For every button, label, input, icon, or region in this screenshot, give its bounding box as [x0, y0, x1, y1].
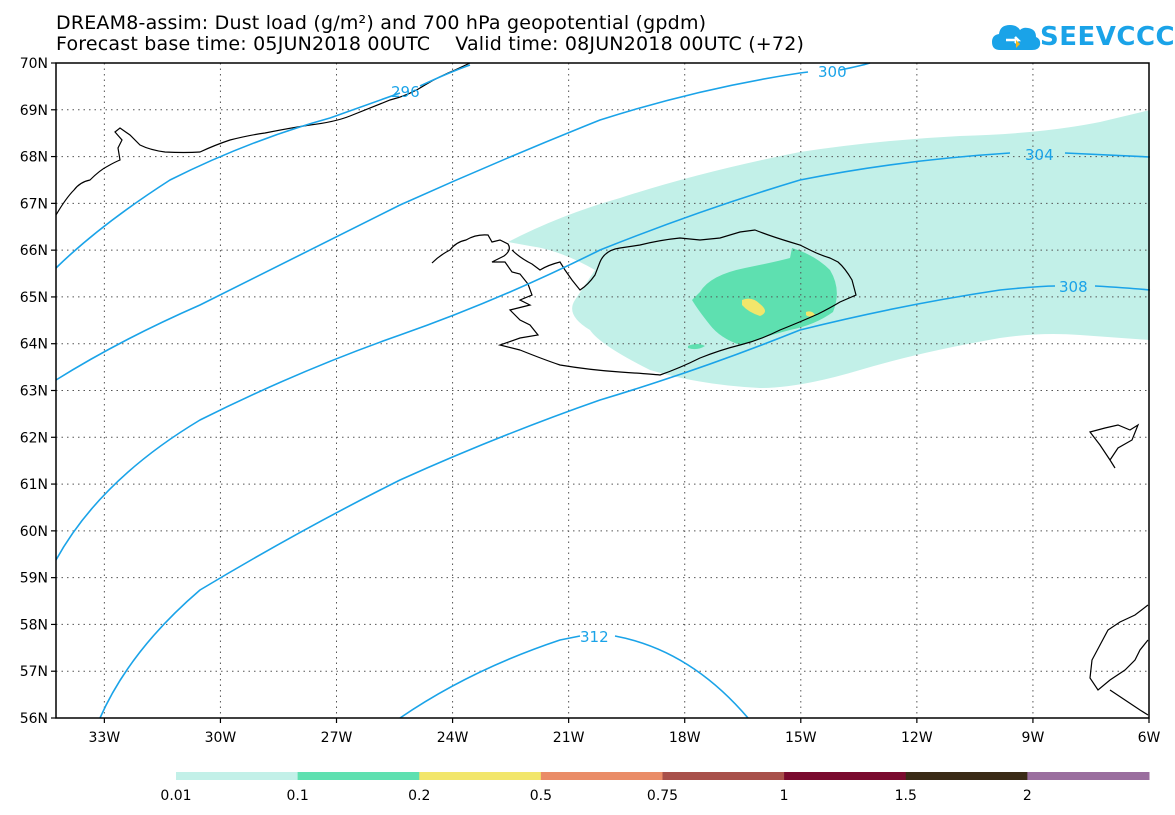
lat-label: 62N [20, 430, 48, 446]
lon-label: 30W [205, 730, 237, 746]
lon-label: 21W [553, 730, 585, 746]
lat-label: 67N [20, 196, 48, 212]
contour-304 [55, 152, 1151, 561]
lon-label: 33W [89, 730, 121, 746]
contour-labels: 296 300 304 308 312 [391, 63, 1088, 646]
cloud-icon [992, 25, 1041, 50]
legend-swatch [662, 772, 785, 780]
legend-label: 0.2 [408, 788, 430, 804]
coastline-scotland-south [1109, 689, 1149, 716]
legend-label: 1 [780, 788, 789, 804]
dust-area-low [508, 110, 1150, 388]
logo-text: SEEVCCC [1040, 22, 1175, 52]
lon-label: 27W [321, 730, 353, 746]
coastline-scotland [1089, 604, 1149, 691]
contour-308 [99, 285, 1151, 719]
lat-label: 68N [20, 150, 48, 166]
axis-ticks [51, 62, 1150, 723]
legend-swatch [176, 772, 299, 780]
lat-label: 61N [20, 477, 48, 493]
lat-label: 65N [20, 290, 48, 306]
legend-swatch [297, 772, 420, 780]
legend-label: 2 [1023, 788, 1032, 804]
contour-296 [55, 64, 471, 269]
contour-label-308: 308 [1059, 278, 1088, 296]
legend-label: 1.5 [895, 788, 917, 804]
contour-label-300: 300 [818, 63, 847, 81]
dust-area-high [742, 298, 765, 316]
lat-label: 57N [20, 664, 48, 680]
contour-label-304: 304 [1025, 146, 1054, 164]
coastline-faroe [1088, 423, 1140, 469]
legend-label: 0.01 [160, 788, 191, 804]
lon-label: 12W [901, 730, 933, 746]
lon-label: 18W [669, 730, 701, 746]
coastline-greenland [55, 62, 471, 216]
geopotential-contours [55, 62, 1151, 719]
legend-swatch [1027, 772, 1150, 780]
dust-area-mid-small [688, 344, 705, 350]
latitude-labels: 70N 69N 68N 67N 66N 65N 64N 63N 62N 61N 60N 59N 58N 5… [20, 56, 48, 727]
seevccc-logo: SEEVCCC [990, 18, 1175, 58]
lon-label: 9W [1022, 730, 1045, 746]
lat-label: 64N [20, 337, 48, 353]
lat-label: 56N [20, 711, 48, 727]
lat-label: 66N [20, 243, 48, 259]
map-title: DREAM8-assim: Dust load (g/m²) and 700 h… [56, 12, 707, 34]
dust-area-high-small [806, 311, 815, 317]
map-subtitle: Forecast base time: 05JUN2018 00UTC Vali… [56, 33, 805, 55]
legend-label: 0.75 [647, 788, 678, 804]
legend-swatch [784, 772, 907, 780]
legend-swatch [905, 772, 1028, 780]
coastlines [55, 62, 1149, 716]
lat-label: 60N [20, 524, 48, 540]
coastline-iceland [431, 229, 857, 376]
lat-label: 63N [20, 384, 48, 400]
contour-label-296: 296 [391, 83, 420, 101]
lat-label: 59N [20, 571, 48, 587]
legend-label: 0.1 [286, 788, 308, 804]
contour-312 [399, 635, 749, 719]
contour-label-312: 312 [580, 628, 609, 646]
lon-label: 15W [785, 730, 817, 746]
lat-label: 58N [20, 617, 48, 633]
lat-label: 69N [20, 103, 48, 119]
lon-label: 24W [437, 730, 469, 746]
lon-label: 6W [1138, 730, 1161, 746]
colorbar-legend: 0.01 0.1 0.2 0.5 0.75 1 1.5 2 [160, 772, 1150, 804]
lat-label: 70N [20, 56, 48, 72]
legend-swatch [419, 772, 542, 780]
graticule [56, 63, 1149, 718]
longitude-labels: 33W 30W 27W 24W 21W 18W 15W 12W 9W 6W [89, 730, 1161, 746]
legend-swatch [540, 772, 663, 780]
legend-label: 0.5 [530, 788, 552, 804]
